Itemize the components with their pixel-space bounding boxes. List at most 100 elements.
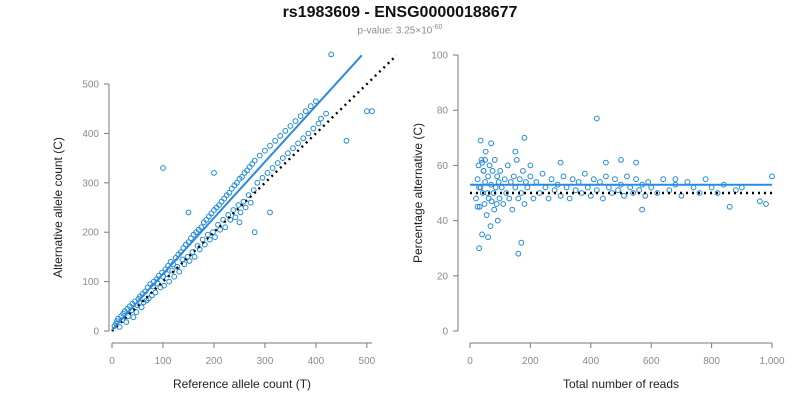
- allele-count-data-point: [310, 125, 317, 132]
- allele-count-x-tick-label: 100: [155, 356, 172, 367]
- allele-count-data-point: [318, 115, 324, 122]
- percent-alt-data-point: [497, 168, 504, 174]
- allele-count-data-point: [237, 209, 244, 216]
- allele-count-data-point: [262, 147, 268, 154]
- percent-alt-data-point: [545, 195, 552, 202]
- percent-alt-data-point: [563, 184, 570, 191]
- allele-count-data-point: [138, 304, 145, 311]
- allele-count-x-axis-label: Reference allele count (T): [173, 377, 311, 391]
- percent-alt-x-tick-label: 400: [582, 356, 599, 367]
- allele-count-data-point: [130, 314, 137, 321]
- allele-count-data-point: [171, 273, 178, 280]
- allele-count-data-point: [133, 309, 140, 316]
- allele-count-y-tick-label: 0: [93, 327, 99, 338]
- percent-alt-data-point: [738, 184, 745, 191]
- allele-count-data-point: [152, 289, 159, 296]
- percent-alt-y-tick-label: 60: [437, 161, 449, 172]
- allele-count-data-point: [227, 216, 234, 223]
- allele-count-data-point: [251, 157, 258, 164]
- percent-alt-data-point: [690, 184, 697, 191]
- allele-count-data-point: [218, 198, 225, 205]
- allele-count-data-point: [246, 164, 253, 170]
- allele-count-data-point: [226, 189, 233, 196]
- allele-count-data-point: [247, 199, 254, 206]
- percent-alt-data-point: [473, 195, 479, 202]
- percent-alt-data-point: [482, 179, 489, 185]
- percent-alt-data-point: [488, 198, 495, 205]
- percent-alt-x-axis-label: Total number of reads: [563, 377, 679, 391]
- percent-alt-data-point: [575, 179, 582, 185]
- percent-alt-data-point: [489, 168, 496, 174]
- percent-alt-data-point: [639, 206, 645, 213]
- percent-alt-data-point: [603, 173, 609, 180]
- percent-alt-data-point: [524, 184, 531, 191]
- allele-count-data-point: [212, 234, 218, 241]
- percent-alt-data-point: [495, 179, 502, 185]
- allele-count-data-point: [300, 135, 307, 142]
- percent-alt-data-point: [494, 173, 501, 180]
- percent-alt-data-point: [485, 234, 492, 241]
- percent-alt-data-point: [624, 173, 630, 180]
- allele-count-data-point: [277, 133, 284, 139]
- percent-alt-data-point: [618, 157, 624, 163]
- percent-alt-y-tick-label: 80: [437, 106, 449, 117]
- percent-alt-data-point: [476, 245, 483, 252]
- percent-alt-data-point: [615, 187, 621, 194]
- allele-count-data-point: [198, 224, 205, 231]
- percent-alt-y-tick-label: 40: [437, 216, 449, 227]
- allele-count-data-point: [292, 118, 299, 124]
- percent-alt-y-tick-label: 0: [442, 327, 448, 338]
- allele-count-data-point: [295, 140, 302, 147]
- percent-alt-data-point: [520, 168, 526, 174]
- allele-count-y-tick-label: 300: [82, 178, 99, 189]
- percent-alt-data-point: [672, 176, 679, 183]
- percent-alt-data-point: [600, 195, 606, 202]
- allele-count-data-point: [236, 219, 243, 226]
- percent-alt-data-point: [512, 148, 519, 155]
- percent-alt-data-point: [696, 190, 703, 196]
- percent-alt-data-point: [521, 201, 528, 207]
- percent-alt-data-point: [494, 217, 501, 224]
- percent-alt-data-point: [590, 176, 597, 183]
- percent-alt-data-point: [487, 223, 494, 230]
- percent-alt-data-point: [503, 190, 510, 196]
- allele-count-data-point: [315, 120, 322, 127]
- allele-count-data-point: [176, 268, 183, 275]
- percent-alt-data-point: [521, 134, 528, 141]
- percent-alt-data-point: [612, 176, 618, 183]
- percent-alt-data-point: [684, 179, 691, 185]
- percent-alt-data-point: [560, 173, 567, 180]
- percent-alt-y-axis-label: Percentage alternative (C): [411, 123, 425, 263]
- allele-count-data-point: [179, 256, 186, 263]
- percent-alt-data-point: [714, 190, 721, 196]
- percent-alt-x-tick-label: 0: [467, 356, 473, 367]
- allele-count-data-point: [181, 261, 188, 268]
- percent-alt-data-point: [509, 206, 516, 213]
- allele-count-data-point: [217, 226, 224, 233]
- allele-count-y-tick-label: 200: [82, 228, 99, 239]
- allele-count-y-tick-label: 400: [82, 129, 99, 140]
- percent-alt-data-point: [515, 250, 522, 257]
- percent-alt-data-point: [504, 162, 511, 169]
- percent-alt-data-point: [486, 162, 493, 169]
- percent-alt-data-point: [483, 212, 490, 219]
- percent-alt-data-point: [569, 176, 576, 183]
- percent-alt-data-point: [480, 168, 487, 174]
- percent-alt-data-point: [523, 179, 529, 185]
- percent-alt-data-point: [485, 173, 492, 180]
- percent-alt-data-point: [482, 148, 489, 155]
- percent-alt-data-point: [702, 176, 709, 183]
- allele-count-data-point: [232, 214, 239, 221]
- allele-count-data-point: [259, 175, 266, 181]
- percent-alt-data-point: [621, 192, 627, 199]
- allele-count-x-tick-label: 0: [109, 356, 115, 367]
- percent-alt-data-point: [648, 184, 655, 191]
- allele-count-data-point: [123, 319, 130, 326]
- allele-count-data-point: [204, 231, 211, 238]
- percent-alt-data-point: [593, 115, 600, 122]
- percent-alt-data-point: [581, 170, 588, 177]
- percent-alt-data-point: [513, 157, 520, 163]
- allele-count-data-point: [307, 103, 314, 110]
- percent-alt-data-point: [557, 159, 564, 166]
